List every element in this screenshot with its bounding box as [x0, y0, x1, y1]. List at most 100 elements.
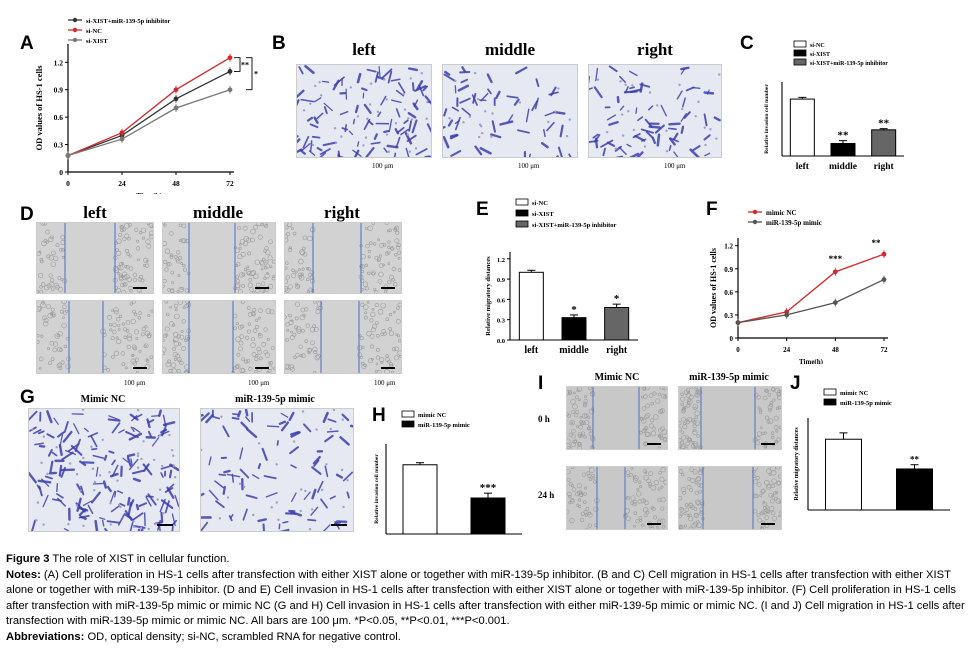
stained-cell [297, 99, 300, 107]
cell-texture [63, 344, 68, 349]
stained-cell [449, 133, 458, 138]
panel-label-i: I [538, 373, 544, 394]
stained-cell [629, 88, 642, 94]
stained-cell [245, 494, 258, 500]
cell-texture [146, 332, 152, 338]
cell-texture [576, 425, 579, 428]
stained-cell [680, 125, 685, 134]
membrane-pore [299, 509, 302, 513]
cell-texture [698, 483, 704, 488]
cell-texture [107, 314, 113, 320]
cell-texture [630, 500, 634, 505]
cell-texture [376, 370, 382, 373]
cell-texture [360, 254, 366, 260]
cell-texture [393, 227, 398, 232]
cell-texture [37, 340, 40, 344]
cell-texture [133, 329, 140, 335]
wound-image-left-24h [36, 300, 154, 374]
cell-texture [647, 481, 653, 487]
cell-texture [570, 399, 576, 405]
stained-cell [608, 65, 618, 73]
cell-texture [657, 427, 663, 433]
cell-texture [55, 243, 60, 248]
stained-cell [58, 464, 63, 477]
cell-texture [113, 267, 119, 274]
stained-cell [222, 485, 226, 495]
cell-texture [117, 328, 121, 331]
stained-cell [363, 103, 372, 114]
cell-texture [131, 301, 136, 304]
stained-cell [506, 95, 519, 99]
stained-cell [634, 134, 646, 142]
cell-texture [163, 241, 168, 246]
invasion-image-left [296, 64, 432, 158]
cell-texture [40, 282, 46, 287]
stained-cell [133, 524, 146, 529]
cell-texture [164, 326, 170, 332]
membrane-pore [568, 118, 572, 121]
stained-cell [341, 127, 348, 131]
cell-texture [173, 255, 178, 259]
cell-texture [123, 327, 128, 332]
x-tick-label: 0 [66, 179, 70, 188]
cell-texture [679, 524, 684, 529]
cell-texture [117, 323, 121, 327]
cell-texture [247, 312, 253, 317]
stained-cell [223, 469, 231, 474]
cell-texture [138, 274, 144, 279]
cell-texture [391, 277, 395, 282]
membrane-pore [407, 117, 410, 120]
cell-texture [593, 480, 597, 484]
cell-texture [124, 248, 129, 253]
cell-texture [653, 414, 659, 420]
stained-cell [326, 430, 339, 433]
cell-texture [170, 270, 175, 275]
cell-texture [696, 434, 700, 438]
cell-texture [588, 431, 593, 437]
stained-cell [41, 478, 50, 487]
cell-texture [573, 412, 579, 418]
stained-cell [309, 123, 319, 129]
stained-cell [640, 128, 655, 134]
cell-texture [255, 288, 260, 293]
cell-texture [778, 514, 781, 518]
cell-texture [265, 308, 272, 314]
cell-texture [245, 335, 250, 340]
x-tick-label: 24 [118, 179, 126, 188]
cell-texture [761, 431, 765, 436]
legend-label: si-NC [810, 43, 825, 49]
stained-cell [672, 132, 679, 141]
cell-texture [251, 337, 256, 342]
stained-cell [56, 493, 64, 499]
cell-texture [374, 303, 379, 308]
stained-cell [244, 409, 249, 417]
cell-texture [765, 509, 770, 513]
stained-cell [329, 495, 336, 500]
stained-cell [323, 102, 333, 112]
sig-bracket [246, 57, 253, 91]
cell-texture [306, 266, 311, 271]
figure-caption: Figure 3 The role of XIST in cellular fu… [6, 552, 968, 646]
cell-texture [584, 419, 590, 426]
stained-cell [266, 425, 280, 428]
membrane-pore [172, 464, 176, 468]
cell-texture [141, 236, 145, 240]
cell-texture [393, 282, 398, 287]
stained-cell [63, 421, 69, 433]
chart-j-migration: Relative migratory distances **mimic NCmi… [794, 388, 950, 511]
cell-texture [640, 416, 645, 421]
cell-texture [263, 327, 268, 332]
membrane-pore [709, 128, 712, 131]
stained-cell [636, 151, 644, 157]
caption-title: The role of XIST in cellular function. [52, 553, 230, 565]
cell-texture [61, 301, 67, 305]
stained-cell [201, 521, 209, 531]
membrane-pore [82, 456, 85, 460]
cell-texture [246, 265, 250, 269]
stained-cell [90, 491, 101, 504]
panel-b-title-right: right [637, 40, 673, 59]
cell-texture [50, 261, 56, 267]
cell-texture [172, 347, 176, 351]
cell-texture [693, 387, 698, 391]
cell-texture [374, 369, 378, 373]
